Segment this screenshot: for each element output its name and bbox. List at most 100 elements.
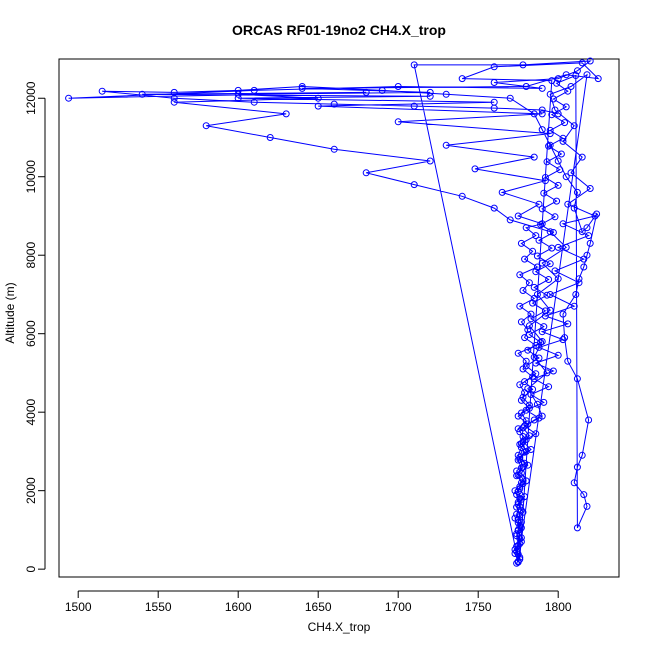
data-point — [517, 239, 525, 247]
data-point — [580, 491, 588, 499]
y-axis-label: Altitude (m) — [3, 282, 17, 343]
data-point — [554, 275, 562, 283]
data-point — [537, 338, 545, 346]
data-point — [532, 359, 540, 367]
data-point — [551, 213, 559, 221]
data-point — [585, 416, 593, 424]
data-point — [521, 255, 529, 263]
data-point — [583, 224, 591, 232]
x-axis: 1500 1550 1600 1650 1700 1750 1800 — [65, 590, 572, 614]
data-point — [170, 98, 178, 106]
data-point — [529, 385, 537, 393]
data-point — [362, 169, 370, 177]
data-point — [545, 276, 553, 283]
data-point — [524, 346, 532, 354]
data-point — [517, 409, 525, 417]
data-point — [543, 291, 551, 299]
data-point — [394, 83, 402, 90]
data-point — [559, 220, 567, 228]
data-point — [314, 94, 322, 102]
data-point — [514, 488, 522, 495]
data-point — [513, 472, 521, 480]
data-point — [546, 291, 554, 298]
data-point — [593, 210, 601, 218]
data-point — [578, 228, 586, 236]
data-point — [524, 461, 532, 469]
data-point — [138, 90, 146, 98]
data-point — [572, 291, 580, 298]
data-point — [521, 378, 529, 386]
data-point — [426, 92, 434, 100]
data-point — [538, 259, 546, 267]
x-axis-label: CH4.X_trop — [308, 620, 371, 634]
data-point — [490, 104, 498, 112]
data-point — [554, 181, 562, 189]
data-point — [458, 192, 466, 200]
data-point — [410, 181, 418, 189]
data-point — [410, 102, 418, 110]
data-point — [546, 260, 554, 268]
data-point — [521, 448, 529, 456]
data-point — [554, 157, 562, 165]
data-point — [442, 141, 450, 149]
data-point — [535, 200, 543, 208]
y-tick-label: 0 — [24, 565, 38, 572]
data-point — [514, 558, 522, 566]
data-point — [580, 263, 588, 271]
data-point — [541, 174, 549, 181]
data-point — [567, 169, 575, 177]
data-point — [250, 86, 258, 94]
data-point — [514, 550, 522, 558]
data-point — [378, 86, 386, 94]
data-point — [490, 204, 498, 212]
data-point — [511, 550, 519, 557]
data-point — [532, 268, 540, 276]
data-point — [514, 212, 522, 220]
data-point — [513, 542, 521, 550]
data-point — [594, 75, 602, 83]
data-point — [298, 84, 306, 92]
data-point — [530, 283, 538, 291]
data-point — [234, 90, 242, 98]
data-point — [540, 189, 548, 197]
data-point — [570, 122, 578, 130]
data-point — [234, 86, 242, 94]
data-point — [514, 425, 522, 433]
data-point — [543, 158, 551, 166]
series-line — [68, 60, 600, 564]
data-point — [522, 83, 530, 90]
data-point — [535, 354, 543, 362]
data-point — [562, 243, 570, 251]
data-point — [572, 72, 580, 79]
data-point — [506, 94, 514, 102]
data-point — [517, 464, 525, 472]
data-point — [529, 247, 537, 255]
data-point — [516, 381, 524, 389]
data-point — [514, 456, 522, 464]
data-point — [546, 306, 554, 314]
data-point — [514, 527, 522, 535]
data-point — [522, 224, 530, 232]
data-point — [490, 79, 498, 86]
data-point — [471, 165, 479, 173]
x-tick-label: 1650 — [305, 600, 332, 614]
data-point — [298, 83, 306, 90]
y-tick-label: 6000 — [24, 320, 38, 347]
data-point — [585, 232, 593, 240]
data-point — [573, 524, 581, 532]
data-point — [538, 110, 546, 118]
data-point — [538, 205, 546, 213]
data-point — [506, 216, 514, 224]
data-point — [559, 137, 567, 145]
x-tick-label: 1800 — [545, 600, 572, 614]
data-point — [551, 267, 559, 275]
data-point — [578, 153, 586, 161]
x-tick-label: 1500 — [65, 600, 92, 614]
data-point — [537, 221, 545, 229]
data-point — [586, 239, 594, 247]
data-point — [561, 334, 569, 342]
data-point — [591, 212, 599, 220]
data-point — [519, 287, 527, 294]
data-point — [541, 312, 549, 320]
data-point — [442, 90, 450, 98]
